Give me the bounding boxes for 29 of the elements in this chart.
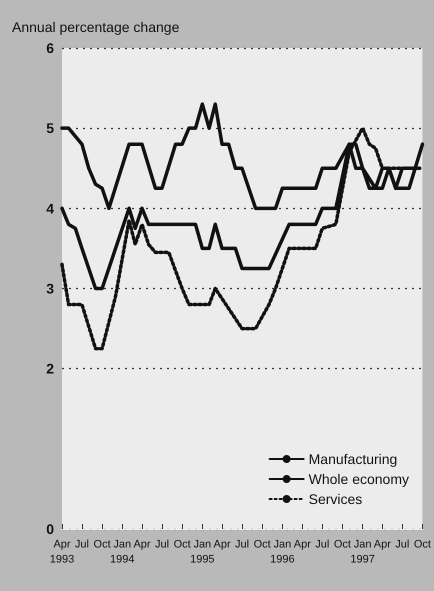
legend-label: Services xyxy=(308,491,362,507)
y-tick-label: 3 xyxy=(46,280,54,296)
x-tick-label: Apr xyxy=(374,538,392,550)
x-tick-label: Jan 1996 xyxy=(270,538,295,566)
legend-label: Manufacturing xyxy=(308,451,398,467)
x-tick-label: Oct xyxy=(414,538,432,550)
y-axis-title: Annual percentage change xyxy=(12,19,180,35)
x-tick-label: Jan 1997 xyxy=(350,538,375,566)
x-tick-label: Jul xyxy=(395,538,410,550)
x-tick-label: Jul xyxy=(234,538,250,550)
y-tick-label: 6 xyxy=(46,40,54,56)
x-tick-label: Apr xyxy=(133,538,151,550)
x-tick-label: Jul xyxy=(74,538,89,550)
x-tick-label: Apr 1993 xyxy=(50,538,74,566)
legend-label: Whole economy xyxy=(308,471,410,487)
x-tick-label: Oct xyxy=(334,538,351,550)
y-tick-label: 2 xyxy=(46,360,54,377)
x-tick-label: Jan 1995 xyxy=(190,538,215,566)
x-tick-label: Jan 1994 xyxy=(110,538,135,566)
x-tick-label: Oct xyxy=(94,538,111,550)
x-tick-label: Apr xyxy=(294,538,312,550)
x-tick-label: Oct xyxy=(254,538,271,550)
x-tick-label: Jul xyxy=(154,538,170,550)
y-tick-label: 0 xyxy=(46,521,54,537)
x-tick-label: Apr xyxy=(213,538,231,550)
y-tick-label: 5 xyxy=(46,120,54,136)
x-tick-label: Oct xyxy=(174,538,191,550)
y-tick-label: 4 xyxy=(46,200,54,216)
x-tick-label: Jul xyxy=(315,538,330,550)
